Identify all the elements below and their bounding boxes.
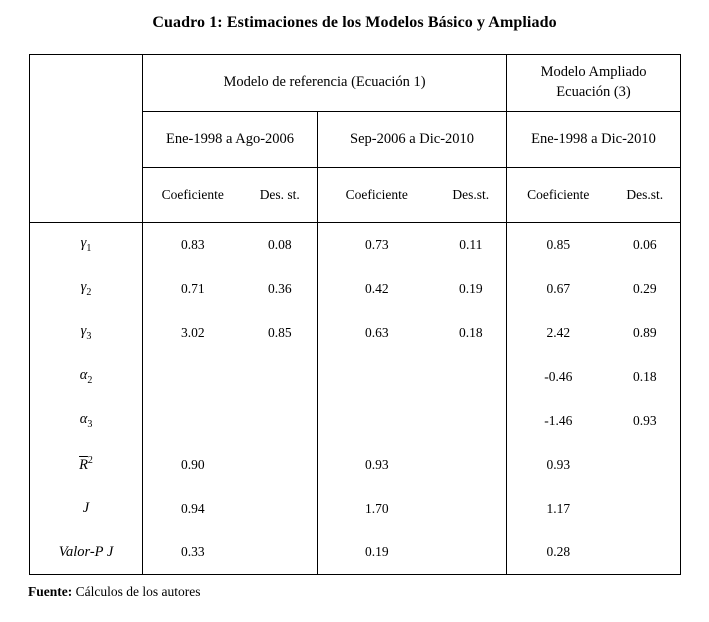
- row-label: α3: [29, 398, 143, 443]
- cell-value: [435, 354, 508, 399]
- header-row-models: Modelo de referencia (Ecuación 1) Modelo…: [29, 54, 681, 223]
- header-modelo-referencia: Modelo de referencia (Ecuación 1): [142, 54, 508, 112]
- cell-value: 0.18: [435, 310, 508, 355]
- table-row: γ3 3.02 0.85 0.63 0.18 2.42 0.89: [29, 310, 681, 355]
- cell-value: [435, 486, 508, 531]
- row-label: Valor-P J: [29, 530, 143, 575]
- subheader-coeficiente-1: Coeficiente: [142, 167, 243, 223]
- cell-value: [610, 443, 681, 487]
- cell-value: 0.06: [632, 236, 657, 252]
- cell-value: -1.46: [544, 412, 573, 428]
- cell-value: 0.73: [364, 236, 389, 252]
- cell-value: [318, 355, 436, 399]
- cell-value: 0.83: [180, 236, 205, 252]
- row-label: J: [29, 486, 143, 531]
- cell-value: [435, 398, 508, 443]
- cell-value: 0.94: [180, 500, 205, 516]
- source-note: Fuente: Cálculos de los autores: [28, 584, 200, 600]
- cell-value: 0.71: [180, 280, 205, 296]
- table-row: γ1 0.83 0.08 0.73 0.11 0.85 0.06: [29, 222, 681, 267]
- cell-value: 2.42: [546, 324, 571, 340]
- table-row: α2 -0.46 0.18: [29, 354, 681, 399]
- table-title: Cuadro 1: Estimaciones de los Modelos Bá…: [152, 14, 557, 31]
- cell-value: 0.63: [364, 324, 389, 340]
- row-label: R2: [29, 442, 143, 487]
- source-text: Cálculos de los autores: [75, 584, 201, 599]
- cell-value: 0.11: [435, 222, 508, 267]
- row-label: γ2: [29, 266, 143, 311]
- cell-value: 0.85: [242, 310, 318, 355]
- cell-value: 0.36: [242, 266, 318, 311]
- header-modelo-ampliado: Modelo Ampliado Ecuación (3): [506, 54, 681, 112]
- subheader-des-st-3: Des.st.: [609, 167, 681, 223]
- header-period-3: Ene-1998 a Dic-2010: [506, 111, 681, 168]
- cell-value: [610, 487, 681, 531]
- cell-value: [242, 354, 318, 399]
- cell-value: 0.85: [546, 236, 571, 252]
- cell-value: [242, 530, 318, 575]
- estimates-table: Modelo de referencia (Ecuación 1) Modelo…: [29, 54, 682, 575]
- header-row-periods: Ene-1998 a Ago-2006 Sep-2006 a Dic-2010 …: [30, 111, 681, 168]
- cell-value: 0.93: [632, 412, 657, 428]
- row-label: γ3: [29, 310, 143, 355]
- cell-value: [435, 530, 508, 575]
- cell-value: 0.28: [546, 544, 571, 560]
- cell-value: [435, 442, 508, 487]
- cell-value: 1.70: [364, 500, 389, 516]
- cell-value: 0.19: [364, 544, 389, 560]
- cell-value: -0.46: [544, 368, 573, 384]
- cell-value: [242, 398, 318, 443]
- table-row: γ2 0.71 0.36 0.42 0.19 0.67 0.29: [29, 266, 681, 311]
- header-period-2: Sep-2006 a Dic-2010: [317, 111, 508, 168]
- table-row: J 0.94 1.70 1.17: [29, 486, 681, 531]
- table-row: α3 -1.46 0.93: [29, 398, 681, 443]
- cell-value: 0.08: [242, 222, 318, 267]
- cell-value: [318, 399, 436, 443]
- cell-value: [143, 399, 243, 443]
- cell-value: 0.33: [180, 544, 205, 560]
- cell-value: 0.42: [364, 280, 389, 296]
- table-body: γ1 0.83 0.08 0.73 0.11 0.85 0.06 γ2 0.71 0.36 0.42…: [29, 222, 681, 575]
- source-label: Fuente:: [28, 584, 73, 599]
- cell-value: 0.18: [632, 368, 657, 384]
- header-row-measures: Coeficiente Des. st. Coeficiente Des.st.…: [30, 167, 681, 223]
- cell-value: [242, 486, 318, 531]
- cell-value: 0.19: [435, 266, 508, 311]
- row-label: γ1: [29, 222, 143, 267]
- cell-value: [242, 442, 318, 487]
- table-row: R2 0.90 0.93 0.93: [29, 442, 681, 487]
- cell-value: 0.89: [632, 324, 657, 340]
- cell-value: [143, 355, 243, 399]
- subheader-coeficiente-2: Coeficiente: [317, 167, 436, 223]
- header-modelo-ampliado-line1: Modelo Ampliado: [540, 64, 647, 81]
- cell-value: 0.93: [364, 456, 389, 472]
- corner-cell: [29, 54, 143, 223]
- subheader-des-st-2: Des.st.: [435, 167, 508, 223]
- cell-value: 0.29: [632, 280, 657, 296]
- cell-value: 3.02: [180, 324, 205, 340]
- header-modelo-ampliado-line2: Ecuación (3): [556, 84, 631, 100]
- cell-value: 0.67: [546, 280, 571, 296]
- cell-value: 0.90: [180, 456, 205, 472]
- subheader-des-st-1: Des. st.: [242, 167, 318, 223]
- subheader-coeficiente-3: Coeficiente: [506, 167, 610, 223]
- cell-value: [610, 531, 681, 575]
- row-label: α2: [29, 354, 143, 399]
- table-row: Valor-P J 0.33 0.19 0.28: [29, 530, 681, 575]
- header-period-1: Ene-1998 a Ago-2006: [142, 111, 318, 168]
- cell-value: 0.93: [546, 456, 571, 472]
- cell-value: 1.17: [546, 500, 571, 516]
